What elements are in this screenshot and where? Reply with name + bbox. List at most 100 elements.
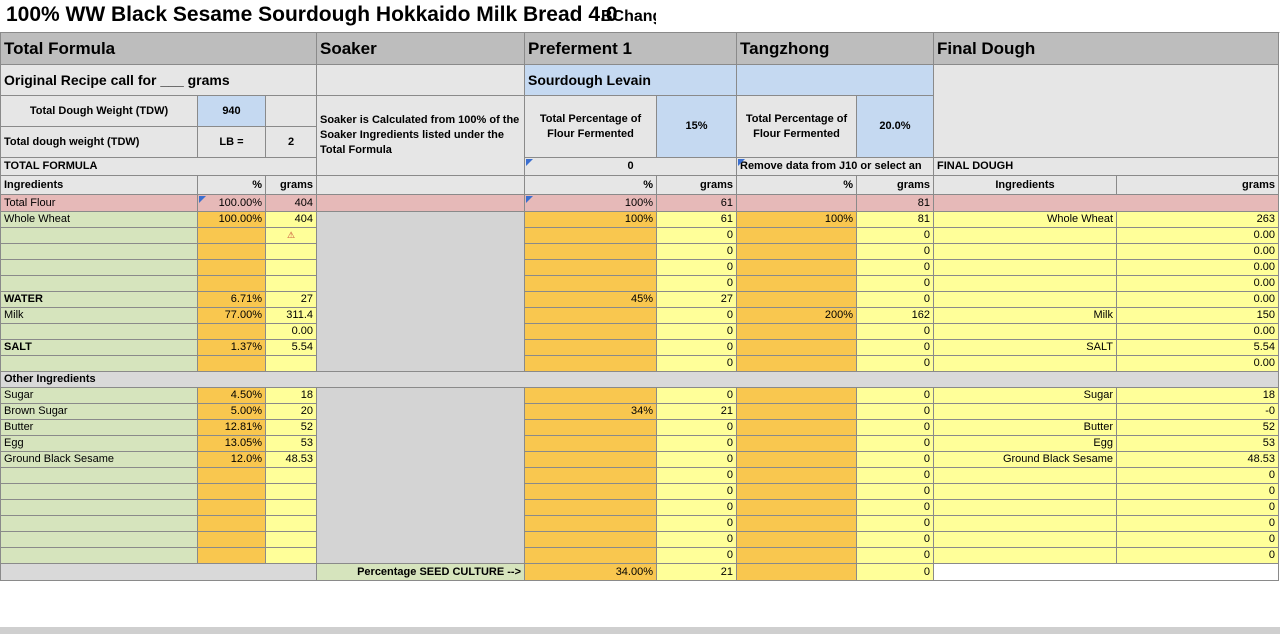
ingredient-pct[interactable]: 100.00% xyxy=(197,211,266,228)
pf-pct[interactable] xyxy=(524,227,657,244)
tz-grams[interactable]: 0 xyxy=(856,243,934,260)
tdw-label-2[interactable]: Total dough weight (TDW) xyxy=(0,126,198,158)
tz-grams[interactable]: 0 xyxy=(856,355,934,372)
ingredient-pct[interactable]: 1.37% xyxy=(197,339,266,356)
tz-pct[interactable] xyxy=(736,323,857,340)
fd-grams[interactable]: 18 xyxy=(1116,387,1279,404)
tz-grams[interactable]: 0 xyxy=(856,403,934,420)
tz-grams[interactable]: 0 xyxy=(856,259,934,276)
ingredient-name[interactable] xyxy=(0,467,198,484)
total-flour-label[interactable]: Total Flour xyxy=(0,194,198,212)
fd-grams[interactable]: 0.00 xyxy=(1116,355,1279,372)
pf-pct[interactable]: 100% xyxy=(524,211,657,228)
ingredient-grams[interactable]: 311.4 xyxy=(265,307,317,324)
fd-ingredient-name[interactable] xyxy=(933,483,1117,500)
pf-pct[interactable] xyxy=(524,451,657,468)
fd-ingredient-name[interactable] xyxy=(933,243,1117,260)
fd-grams[interactable]: 0.00 xyxy=(1116,243,1279,260)
lb-label[interactable]: LB = xyxy=(197,126,266,158)
pf-pct[interactable] xyxy=(524,483,657,500)
fd-grams[interactable]: 0.00 xyxy=(1116,259,1279,276)
fd-ingredient-name[interactable] xyxy=(933,291,1117,308)
ingredient-pct[interactable] xyxy=(197,243,266,260)
pf-zero[interactable]: 0 xyxy=(524,157,737,176)
tz-grams[interactable]: 0 xyxy=(856,435,934,452)
ingredient-name[interactable]: Ground Black Sesame xyxy=(0,451,198,468)
fd-col-ingredients[interactable]: Ingredients xyxy=(933,175,1117,195)
tz-col-grams[interactable]: grams xyxy=(856,175,934,195)
tz-grams[interactable]: 0 xyxy=(856,387,934,404)
ingredient-name[interactable]: Whole Wheat xyxy=(0,211,198,228)
pf-grams[interactable]: 21 xyxy=(656,403,737,420)
ingredient-grams[interactable]: 52 xyxy=(265,419,317,436)
ingredient-name[interactable]: SALT xyxy=(0,339,198,356)
pf-grams[interactable]: 0 xyxy=(656,547,737,564)
ingredient-pct[interactable] xyxy=(197,547,266,564)
pf-flour-grams[interactable]: 61 xyxy=(656,194,737,212)
tangzhong-blank[interactable] xyxy=(736,64,934,96)
tz-grams[interactable]: 0 xyxy=(856,515,934,532)
fd-grams[interactable]: 0 xyxy=(1116,483,1279,500)
ingredient-grams[interactable] xyxy=(265,483,317,500)
empty-cell-row[interactable] xyxy=(656,0,1280,33)
fd-ingredient-name[interactable] xyxy=(933,403,1117,420)
tz-grams[interactable]: 0 xyxy=(856,547,934,564)
pf-pct[interactable] xyxy=(524,419,657,436)
ingredient-grams[interactable] xyxy=(265,499,317,516)
fd-grams[interactable]: 263 xyxy=(1116,211,1279,228)
ingredient-pct[interactable] xyxy=(197,467,266,484)
pf-grams[interactable]: 0 xyxy=(656,227,737,244)
header-preferment[interactable]: Preferment 1 xyxy=(524,32,737,65)
tz-grams[interactable]: 0 xyxy=(856,451,934,468)
pf-pct[interactable] xyxy=(524,435,657,452)
soaker-flour-blank[interactable] xyxy=(316,194,525,212)
fd-ingredient-name[interactable]: Butter xyxy=(933,419,1117,436)
tz-grams[interactable]: 0 xyxy=(856,499,934,516)
tz-pct[interactable] xyxy=(736,483,857,500)
fd-ingredient-name[interactable] xyxy=(933,499,1117,516)
pf-pct[interactable]: 34% xyxy=(524,403,657,420)
tz-pct[interactable] xyxy=(736,339,857,356)
fd-ingredient-name[interactable]: Whole Wheat xyxy=(933,211,1117,228)
tz-pct-label[interactable]: Total Percentage of Flour Fermented xyxy=(736,95,857,158)
ingredient-name[interactable]: WATER xyxy=(0,291,198,308)
tz-grams[interactable]: 0 xyxy=(856,227,934,244)
tz-pct[interactable] xyxy=(736,451,857,468)
soaker-column[interactable] xyxy=(316,387,525,564)
header-soaker[interactable]: Soaker xyxy=(316,32,525,65)
pf-grams[interactable]: 0 xyxy=(656,243,737,260)
tz-pct[interactable] xyxy=(736,515,857,532)
pf-grams[interactable]: 0 xyxy=(656,419,737,436)
ingredient-pct[interactable]: 12.0% xyxy=(197,451,266,468)
tz-pct[interactable] xyxy=(736,403,857,420)
pf-pct-label[interactable]: Total Percentage of Flour Fermented xyxy=(524,95,657,158)
tz-pct[interactable] xyxy=(736,387,857,404)
tz-flour-blank[interactable] xyxy=(736,194,857,212)
ingredient-grams[interactable]: 48.53 xyxy=(265,451,317,468)
ingredient-grams[interactable]: 53 xyxy=(265,435,317,452)
ingredient-pct[interactable] xyxy=(197,259,266,276)
tz-pct[interactable] xyxy=(736,547,857,564)
soaker-blank[interactable] xyxy=(316,64,525,96)
tz-pct[interactable]: 200% xyxy=(736,307,857,324)
tz-pct[interactable] xyxy=(736,227,857,244)
fd-grams[interactable]: 53 xyxy=(1116,435,1279,452)
pf-pct[interactable] xyxy=(524,467,657,484)
pf-grams[interactable]: 0 xyxy=(656,499,737,516)
tz-pct[interactable] xyxy=(736,419,857,436)
final-dough-blank[interactable] xyxy=(933,64,1279,158)
pf-pct[interactable] xyxy=(524,547,657,564)
col-pct[interactable]: % xyxy=(197,175,266,195)
fd-grams[interactable]: 0 xyxy=(1116,547,1279,564)
pf-pct[interactable] xyxy=(524,323,657,340)
pf-grams[interactable]: 61 xyxy=(656,211,737,228)
pf-grams[interactable]: 27 xyxy=(656,291,737,308)
pf-pct[interactable] xyxy=(524,275,657,292)
tz-grams[interactable]: 0 xyxy=(856,419,934,436)
tz-flour-grams[interactable]: 81 xyxy=(856,194,934,212)
tz-pct[interactable] xyxy=(736,291,857,308)
total-flour-pct[interactable]: 100.00% xyxy=(197,194,266,212)
ingredient-grams[interactable] xyxy=(265,243,317,260)
ingredient-name[interactable] xyxy=(0,355,198,372)
header-final-dough[interactable]: Final Dough xyxy=(933,32,1279,65)
